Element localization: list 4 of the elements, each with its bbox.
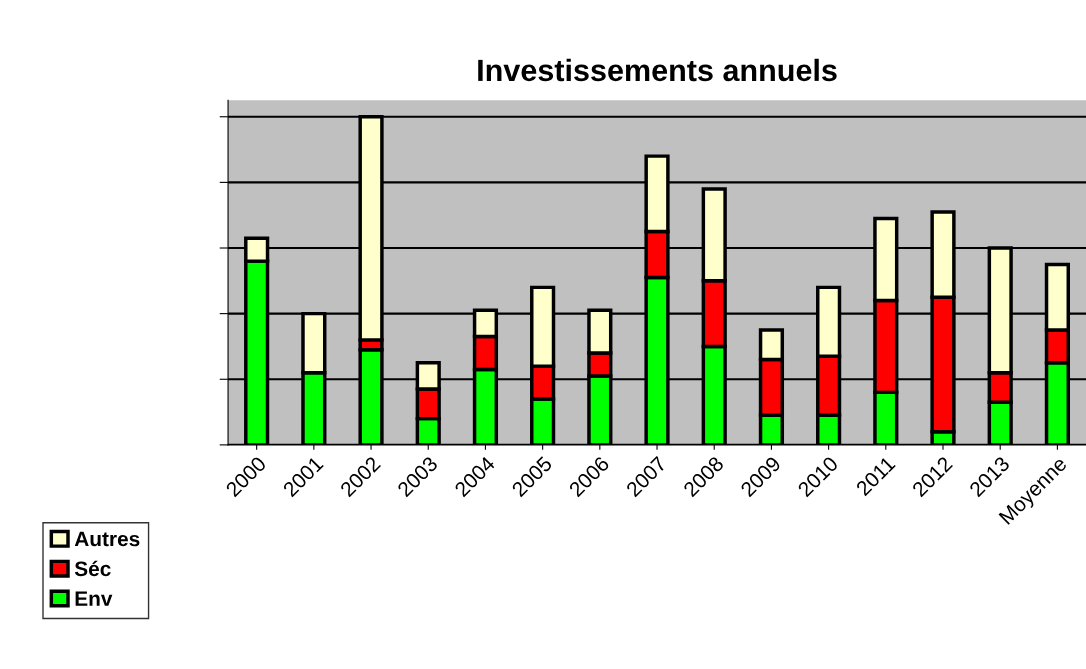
legend-label: Autres xyxy=(74,531,140,547)
legend-label: Séc xyxy=(74,560,111,577)
legend-label: Env xyxy=(75,591,113,606)
chart-title: Investissements annuels xyxy=(478,58,837,82)
